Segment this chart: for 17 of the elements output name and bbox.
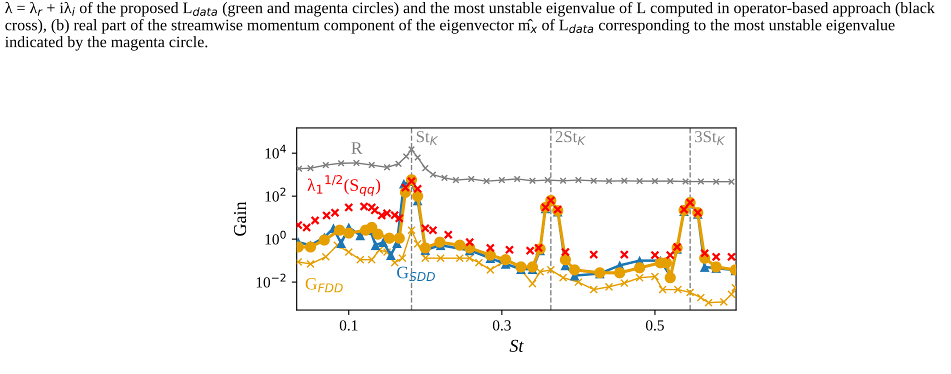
x-tick-label: 0.5 — [646, 320, 664, 331]
y-axis-title: Gain — [234, 202, 246, 236]
series-label: G$_{FDD}$ — [306, 278, 343, 292]
x-tick-label: 0.3 — [492, 320, 511, 331]
series-label: G$_{SDD}$ — [397, 266, 435, 282]
ref-line-label: St$_{K}$ — [416, 131, 438, 145]
y-tick-label: 10$^{−2}$ — [256, 274, 286, 288]
text: λ = λ$_{r}$ + iλ$_{i}$ of the proposed L$_{data}$ (green and magenta circles) and the most unstable eigenvalue of L computed in operator-based approach (black cross), (b) real part of the streamwise momentum component of the eigenvector m̂$_{x}$ of L$_{data}$ corresponding to the most unstable eigenvalue indicated by the magenta circle. — [5, 2, 935, 51]
y-tick-label: 10$^{4}$ — [266, 144, 286, 159]
ref-line-label: 2St$_{K}$ — [556, 131, 586, 145]
x-tick-label: 0.1 — [340, 320, 358, 331]
series-label: R — [351, 142, 362, 154]
x-axis-title: St — [510, 340, 524, 352]
y-tick-label: 10$^{2}$ — [266, 188, 286, 202]
series-label: λ$_{1}$$^{1/2}$(S$_{qq}$) — [308, 175, 380, 196]
ref-line-label: 3St$_{K}$ — [695, 131, 726, 145]
y-tick-label: 10$^{0}$ — [266, 230, 286, 245]
